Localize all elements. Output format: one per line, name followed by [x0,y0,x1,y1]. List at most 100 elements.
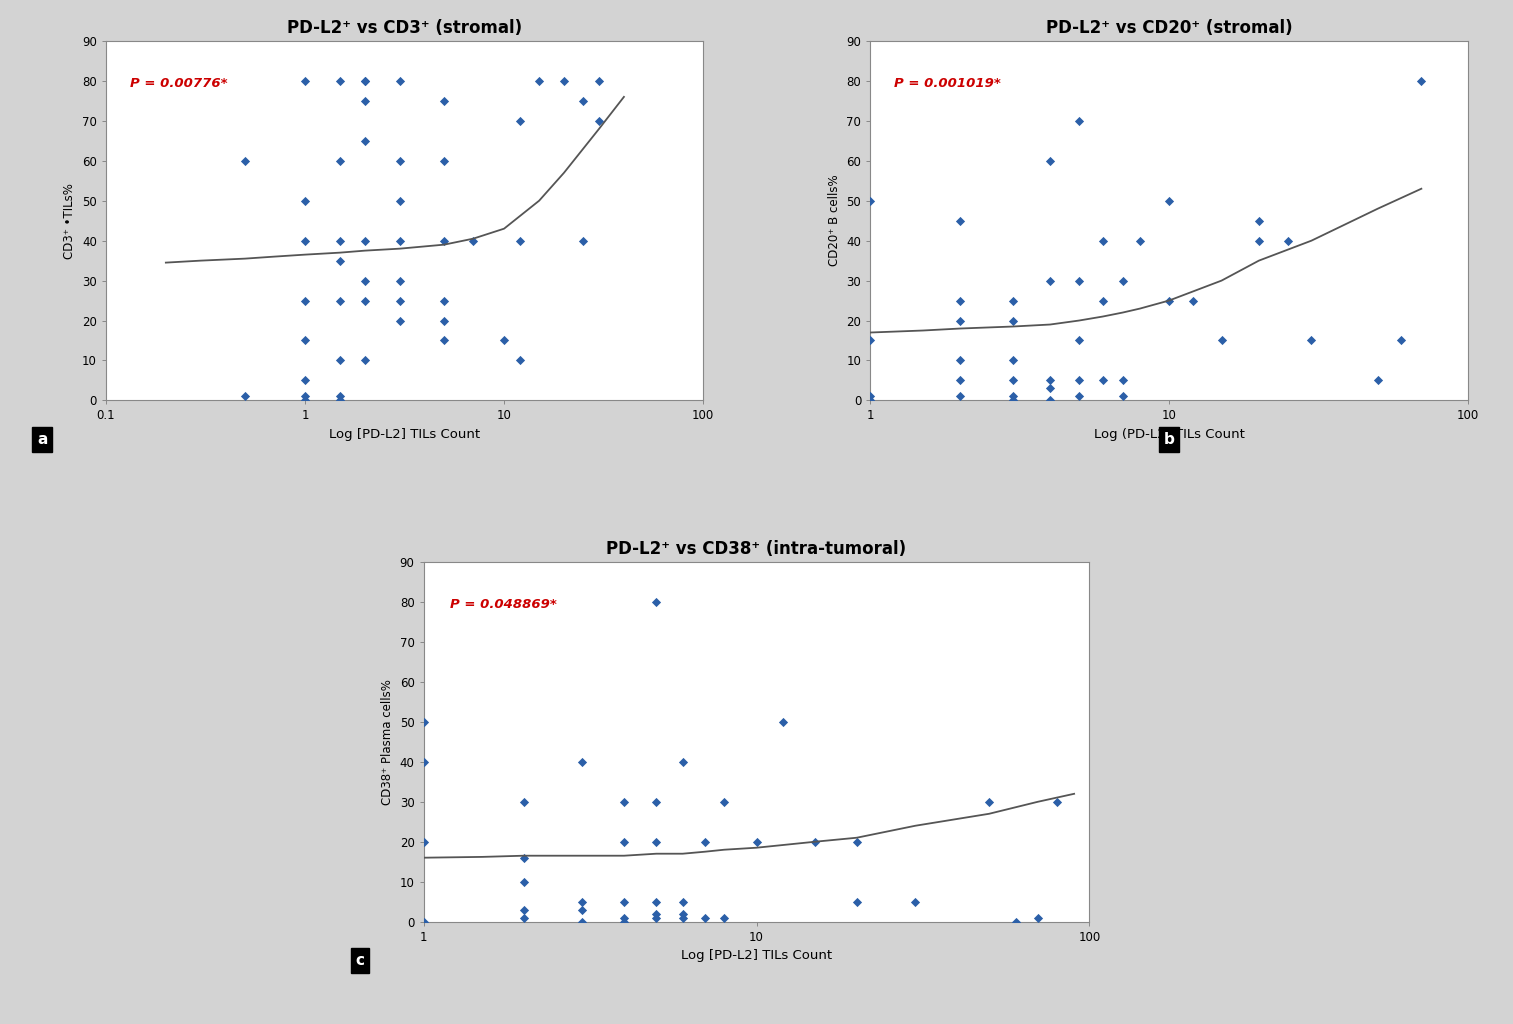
Point [387,232,412,249]
Point [511,850,536,866]
Point [508,113,533,129]
Point [844,893,868,909]
Point [387,272,412,289]
Point [611,909,635,926]
Point [353,73,377,89]
Point [412,754,436,770]
Point [511,909,536,926]
Point [645,909,669,926]
Point [770,714,794,730]
Point [433,93,457,110]
Point [1111,272,1135,289]
Point [949,213,973,229]
Point [1300,333,1324,349]
Point [294,193,318,209]
Point [508,232,533,249]
Point [858,193,882,209]
Point [1091,293,1115,309]
Point [294,373,318,389]
Point [572,93,596,110]
Title: PD-L2⁺ vs CD3⁺ (stromal): PD-L2⁺ vs CD3⁺ (stromal) [287,18,522,37]
Point [611,913,635,930]
Title: PD-L2⁺ vs CD38⁺ (intra-tumoral): PD-L2⁺ vs CD38⁺ (intra-tumoral) [607,540,906,558]
Point [949,352,973,369]
Point [1091,373,1115,389]
Point [1157,293,1182,309]
Point [1389,333,1413,349]
Point [387,153,412,169]
Point [844,834,868,850]
Point [353,133,377,150]
Point [949,373,973,389]
Text: P = 0.00776*: P = 0.00776* [130,77,227,90]
Point [508,352,533,369]
Point [1409,73,1433,89]
Point [1038,153,1062,169]
Title: PD-L2⁺ vs CD20⁺ (stromal): PD-L2⁺ vs CD20⁺ (stromal) [1045,18,1292,37]
Point [353,293,377,309]
Y-axis label: CD38⁺ Plasma cells%: CD38⁺ Plasma cells% [381,679,395,805]
Point [511,794,536,810]
Point [1067,333,1091,349]
Point [294,392,318,409]
Point [387,312,412,329]
Point [328,73,353,89]
Point [693,909,717,926]
Point [387,193,412,209]
Point [1038,392,1062,409]
Point [1000,373,1024,389]
Y-axis label: CD20⁺ B cells%: CD20⁺ B cells% [828,175,841,266]
Point [572,232,596,249]
Point [294,232,318,249]
Point [611,794,635,810]
Point [1247,232,1271,249]
Point [433,312,457,329]
Point [1000,352,1024,369]
Point [511,901,536,918]
Point [744,834,769,850]
Point [713,909,737,926]
Point [1003,913,1027,930]
Point [587,113,611,129]
Point [328,253,353,269]
Point [645,834,669,850]
Point [328,388,353,404]
Point [412,714,436,730]
Point [433,333,457,349]
Point [492,333,516,349]
Point [645,794,669,810]
Point [353,232,377,249]
Point [1209,333,1233,349]
Point [328,293,353,309]
Text: c: c [356,953,365,968]
Point [713,794,737,810]
Point [328,153,353,169]
Point [294,73,318,89]
Point [1129,232,1153,249]
Point [1000,392,1024,409]
Text: a: a [38,432,47,446]
Point [552,73,576,89]
Point [1111,373,1135,389]
Point [803,834,828,850]
X-axis label: Log [PD-L2] TILs Count: Log [PD-L2] TILs Count [328,428,480,441]
Point [1038,380,1062,396]
Point [903,893,927,909]
Text: b: b [1163,432,1174,446]
Point [294,293,318,309]
Point [670,754,694,770]
Point [412,913,436,930]
Text: P = 0.048869*: P = 0.048869* [451,598,557,611]
Point [1000,312,1024,329]
Point [1000,388,1024,404]
Point [433,153,457,169]
Point [1275,232,1300,249]
Point [645,893,669,909]
Point [433,232,457,249]
Point [328,232,353,249]
Point [233,388,257,404]
Point [645,594,669,610]
Point [353,73,377,89]
Point [328,392,353,409]
Point [1111,388,1135,404]
